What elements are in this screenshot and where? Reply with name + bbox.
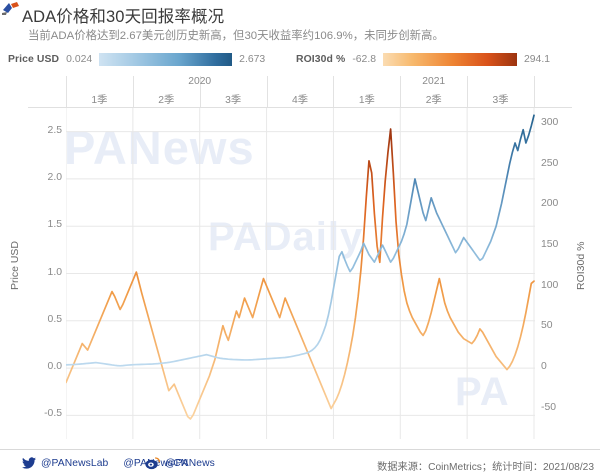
x-axis-quarter-label: 1季 [358, 95, 375, 106]
x-axis-quarter-label: 2季 [425, 95, 442, 106]
x-axis-quarter-label: 2季 [158, 95, 175, 106]
legend-price-label: Price USD [8, 54, 60, 65]
y-axis-right-tick: 250 [541, 157, 559, 169]
y-axis-left-tick: -0.5 [44, 408, 62, 420]
x-axis-separator [467, 76, 468, 108]
footer: @PANewsLab @PANewsCN @PANews 数据来源：CoinMe… [0, 452, 600, 475]
weibo-icon [145, 457, 160, 470]
legend-roi-min: -62.8 [352, 54, 376, 65]
twitter-bird-icon [22, 457, 36, 469]
y-axis-left-tick: 0.5 [47, 313, 62, 325]
x-axis-quarter-label: 3季 [225, 95, 242, 106]
legend-price-max: 2.673 [239, 54, 266, 65]
legend-price-gradient [99, 53, 233, 66]
y-axis-left-tick: 1.0 [47, 266, 62, 278]
x-axis-year-label: 2020 [188, 76, 212, 87]
x-axis-rule [28, 107, 572, 108]
y-axis-right-title: ROI30d % [575, 241, 587, 290]
series-line-price-usd [66, 114, 535, 367]
x-axis-separator [534, 76, 535, 108]
page-subtitle: 当前ADA价格达到2.67美元创历史新高，但30天收益率约106.9%，未同步创… [28, 30, 444, 42]
x-axis-separator [333, 76, 334, 108]
x-axis-quarter-label: 3季 [492, 95, 509, 106]
legend-roi: ROI30d % -62.8 294.1 [296, 53, 550, 66]
x-axis-separator [200, 76, 201, 108]
y-axis-left-tick: 2.0 [47, 171, 62, 183]
x-axis-year-label: 2021 [422, 76, 446, 87]
y-axis-right-tick: 150 [541, 239, 559, 251]
legend-price: Price USD 0.024 2.673 [8, 53, 265, 66]
x-axis-quarter-label: 4季 [291, 95, 308, 106]
x-axis-separator [66, 76, 67, 108]
series-line-roi30d [66, 128, 535, 420]
y-axis-left-tick: 1.5 [47, 219, 62, 231]
y-axis-right-tick: 0 [541, 360, 547, 372]
x-axis-separator [133, 76, 134, 108]
page-title: ADA价格和30天回报率概况 [22, 8, 225, 26]
footer-weibo-group: @PANews [145, 457, 215, 470]
footer-handle-1[interactable]: @PANewsLab [41, 457, 109, 469]
y-axis-left-tick: 2.5 [47, 124, 62, 136]
chart-plot-area [66, 108, 535, 439]
y-axis-right-tick: 300 [541, 117, 559, 129]
legend-roi-gradient [383, 53, 517, 66]
panews-logo-icon [2, 2, 19, 15]
footer-divider [0, 449, 600, 450]
x-axis-quarter-label: 1季 [91, 95, 108, 106]
x-axis-header: 2020 1季 2季 3季 4季 2021 1季 2季 3季 [0, 76, 600, 108]
y-axis-left-tick: 0.0 [47, 361, 62, 373]
legend-roi-label: ROI30d % [296, 54, 346, 65]
footer-handle-3[interactable]: @PANews [165, 458, 215, 469]
footer-data-source: 数据来源：CoinMetrics；统计时间：2021/08/23 [377, 462, 594, 473]
y-axis-right-tick: 50 [541, 320, 553, 332]
y-axis-right-tick: -50 [541, 401, 557, 413]
legend-roi-max: 294.1 [524, 54, 551, 65]
x-axis-separator [267, 76, 268, 108]
y-axis-right-tick: 100 [541, 279, 559, 291]
y-axis-right-tick: 200 [541, 198, 559, 210]
legend-price-min: 0.024 [66, 54, 93, 65]
x-axis-separator [400, 76, 401, 108]
y-axis-left-title: Price USD [9, 240, 21, 290]
